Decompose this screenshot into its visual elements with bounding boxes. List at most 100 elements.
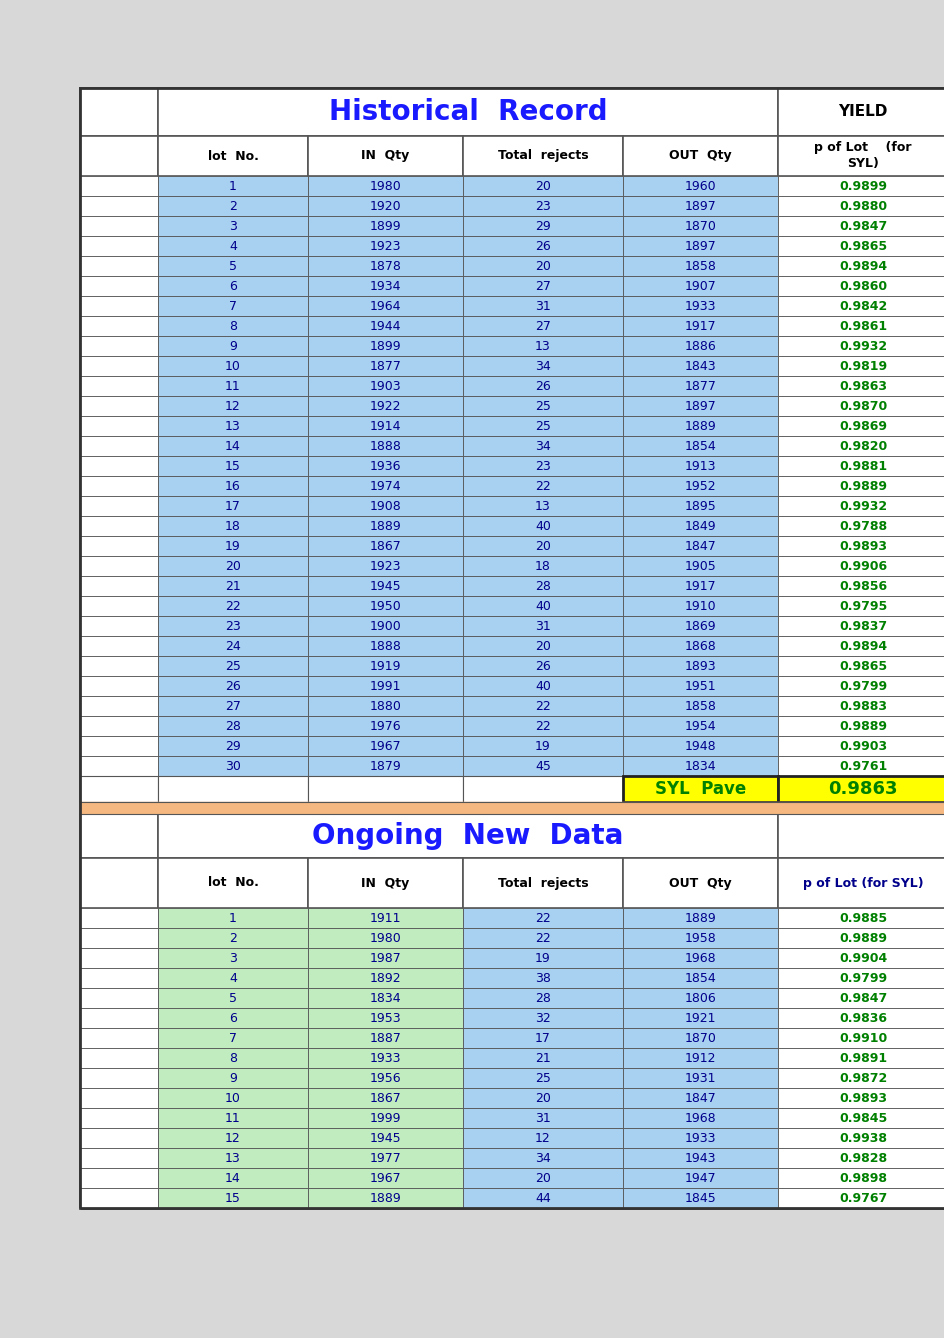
- Bar: [622, 676, 777, 696]
- Bar: [622, 215, 777, 235]
- Bar: [463, 296, 622, 316]
- Text: 6: 6: [228, 1012, 237, 1025]
- Bar: [158, 949, 308, 967]
- Text: 3: 3: [228, 219, 237, 233]
- Bar: [463, 516, 622, 537]
- Bar: [463, 1148, 622, 1168]
- Text: 1945: 1945: [369, 1132, 401, 1144]
- Bar: [777, 1008, 944, 1028]
- Text: 1905: 1905: [683, 559, 716, 573]
- Bar: [622, 557, 777, 575]
- Text: 1919: 1919: [369, 660, 401, 673]
- Text: 5: 5: [228, 991, 237, 1005]
- Bar: [622, 1008, 777, 1028]
- Bar: [622, 776, 777, 801]
- Bar: [158, 177, 308, 195]
- Text: 26: 26: [225, 680, 241, 693]
- Bar: [80, 537, 158, 557]
- Text: 10: 10: [225, 1092, 241, 1104]
- Text: 0.9767: 0.9767: [838, 1192, 886, 1204]
- Text: 1944: 1944: [369, 320, 401, 333]
- Text: 1903: 1903: [369, 380, 401, 392]
- Text: 0.9870: 0.9870: [838, 400, 886, 412]
- Text: 1867: 1867: [369, 1092, 401, 1104]
- Bar: [158, 987, 308, 1008]
- Text: 1806: 1806: [683, 991, 716, 1005]
- Text: 19: 19: [534, 740, 550, 752]
- Bar: [158, 615, 308, 636]
- Bar: [622, 696, 777, 716]
- Text: 1923: 1923: [369, 559, 401, 573]
- Text: 1958: 1958: [683, 931, 716, 945]
- Text: 1895: 1895: [683, 499, 716, 512]
- Bar: [463, 656, 622, 676]
- Bar: [308, 516, 463, 537]
- Bar: [308, 1128, 463, 1148]
- Bar: [622, 456, 777, 476]
- Text: 25: 25: [534, 1072, 550, 1085]
- Bar: [777, 316, 944, 336]
- Text: 0.9847: 0.9847: [838, 991, 886, 1005]
- Bar: [158, 88, 777, 136]
- Bar: [80, 195, 158, 215]
- Text: 34: 34: [534, 360, 550, 372]
- Bar: [308, 909, 463, 929]
- Text: Total  rejects: Total rejects: [497, 150, 588, 162]
- Bar: [308, 1088, 463, 1108]
- Bar: [463, 235, 622, 256]
- Bar: [463, 416, 622, 436]
- Bar: [80, 736, 158, 756]
- Text: 27: 27: [534, 280, 550, 293]
- Bar: [777, 676, 944, 696]
- Bar: [622, 177, 777, 195]
- Text: 1867: 1867: [369, 539, 401, 553]
- Bar: [158, 336, 308, 356]
- Bar: [158, 1168, 308, 1188]
- Bar: [308, 476, 463, 496]
- Bar: [158, 296, 308, 316]
- Text: 1879: 1879: [369, 760, 401, 772]
- Bar: [80, 1128, 158, 1148]
- Bar: [80, 256, 158, 276]
- Bar: [777, 1188, 944, 1208]
- Text: 20: 20: [534, 1172, 550, 1184]
- Bar: [158, 814, 777, 858]
- Bar: [622, 1048, 777, 1068]
- Text: 1870: 1870: [683, 1032, 716, 1045]
- Text: 1888: 1888: [369, 439, 401, 452]
- Bar: [308, 456, 463, 476]
- Text: 1: 1: [228, 911, 237, 925]
- Text: 0.9863: 0.9863: [827, 780, 897, 797]
- Bar: [158, 929, 308, 949]
- Bar: [777, 909, 944, 929]
- Bar: [463, 456, 622, 476]
- Text: 9: 9: [228, 340, 237, 352]
- Bar: [463, 696, 622, 716]
- Bar: [80, 929, 158, 949]
- Text: 20: 20: [534, 640, 550, 653]
- Text: 0.9865: 0.9865: [838, 660, 886, 673]
- Bar: [463, 1048, 622, 1068]
- Text: 0.9891: 0.9891: [838, 1052, 886, 1065]
- Bar: [622, 967, 777, 987]
- Text: 0.9842: 0.9842: [838, 300, 886, 313]
- Text: 27: 27: [534, 320, 550, 333]
- Bar: [308, 256, 463, 276]
- Text: 1880: 1880: [369, 700, 401, 713]
- Bar: [80, 235, 158, 256]
- Text: 30: 30: [225, 760, 241, 772]
- Bar: [80, 1068, 158, 1088]
- Text: 0.9795: 0.9795: [838, 599, 886, 613]
- Bar: [777, 1028, 944, 1048]
- Text: 1849: 1849: [684, 519, 716, 533]
- Text: 1967: 1967: [369, 1172, 401, 1184]
- Bar: [463, 595, 622, 615]
- Text: 0.9889: 0.9889: [838, 931, 886, 945]
- Text: 1991: 1991: [369, 680, 401, 693]
- Text: 0.9904: 0.9904: [838, 951, 886, 965]
- Text: 1913: 1913: [684, 459, 716, 472]
- Bar: [308, 967, 463, 987]
- Text: IN  Qty: IN Qty: [361, 150, 409, 162]
- Text: 0.9845: 0.9845: [838, 1112, 886, 1124]
- Text: 20: 20: [534, 539, 550, 553]
